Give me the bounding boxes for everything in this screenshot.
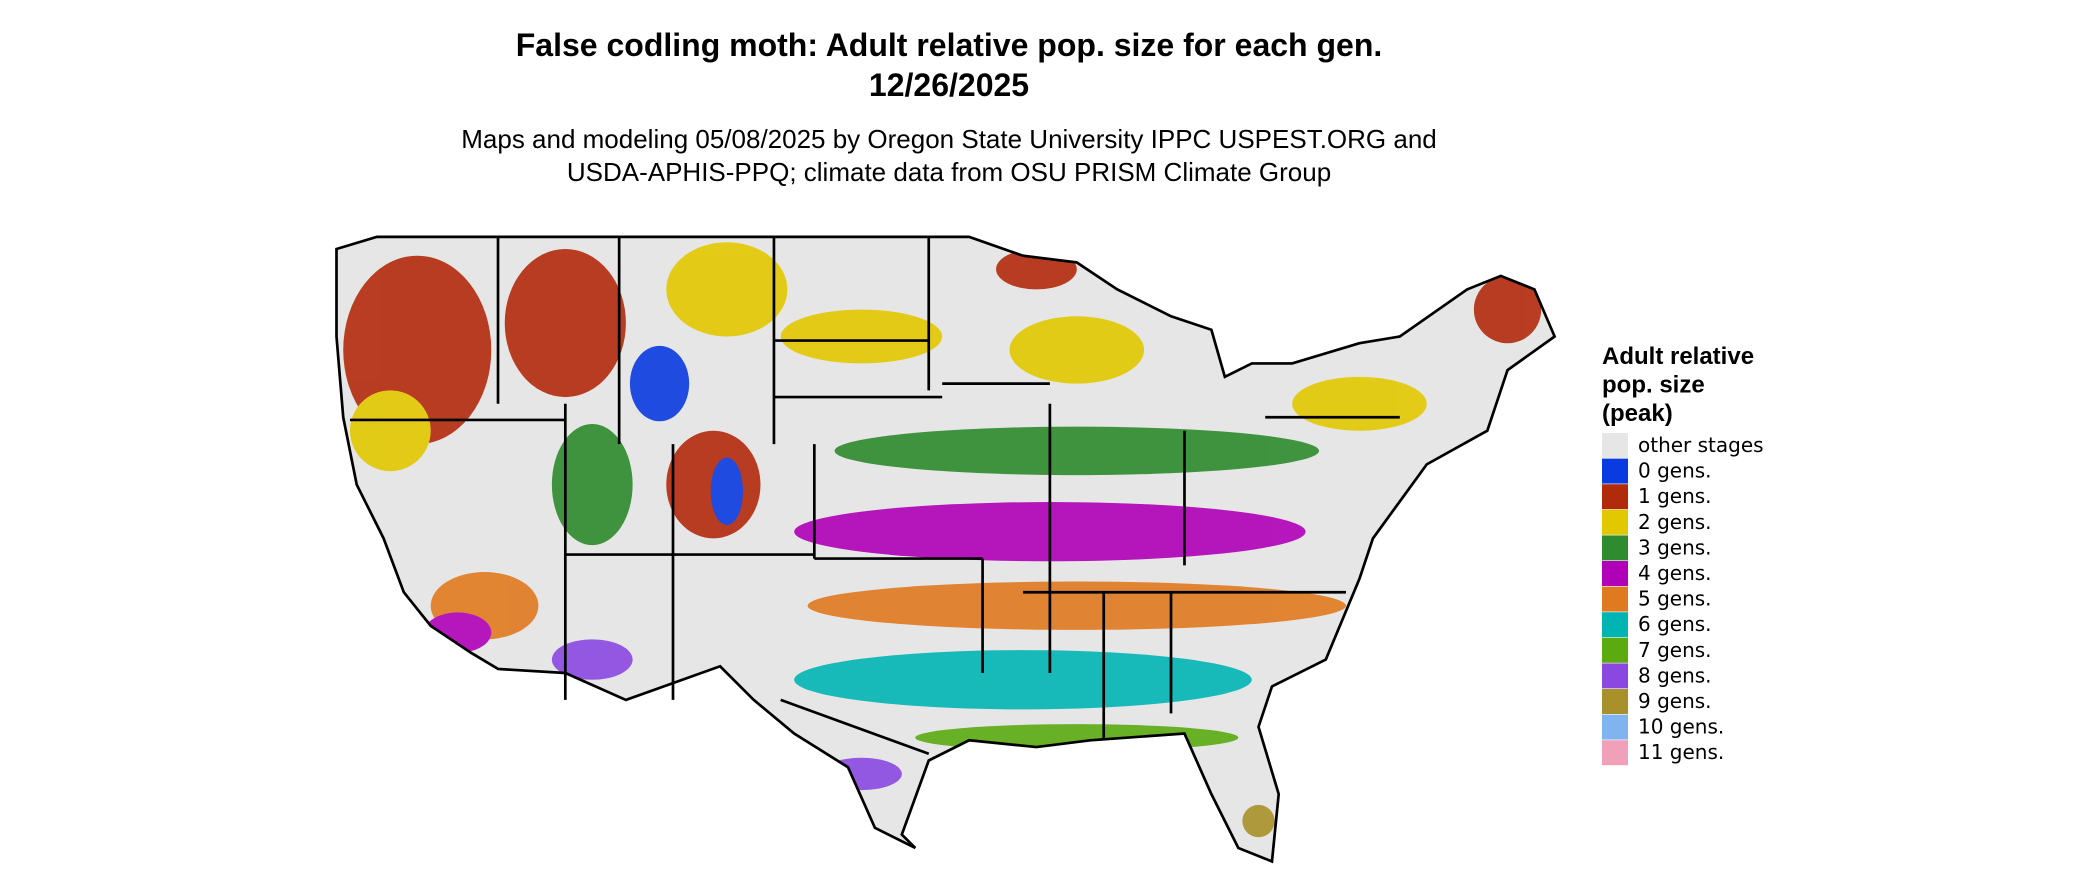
legend-swatch [1602,561,1628,586]
legend-label: 7 gens. [1638,638,1712,662]
legend-label: 11 gens. [1638,740,1724,764]
legend-label: 3 gens. [1638,535,1712,559]
legend-swatch [1602,714,1628,740]
title: False codling moth: Adult relative pop. … [516,27,1383,63]
legend-label: 5 gens. [1638,587,1712,611]
legend-swatch [1602,740,1628,766]
map [335,235,1556,863]
legend-swatch [1602,689,1628,714]
legend-label: 9 gens. [1638,689,1712,713]
legend-label: 8 gens. [1638,663,1712,687]
legend-title: Adult relative [1602,343,1754,370]
legend-swatch [1602,484,1628,510]
legend-title: (peak) [1602,400,1673,427]
legend-swatch [1602,535,1628,561]
legend-swatch [1602,433,1628,458]
subtitle: USDA-APHIS-PPQ; climate data from OSU PR… [567,157,1331,187]
legend-label: 1 gens. [1638,484,1712,508]
legend-swatch [1602,663,1628,689]
legend-label: 4 gens. [1638,561,1712,585]
title-date: 12/26/2025 [869,67,1029,103]
legend-label: 6 gens. [1638,612,1712,636]
legend-title: pop. size [1602,372,1705,399]
legend-swatch [1602,458,1628,484]
legend-label: 10 gens. [1638,715,1724,739]
generation-zones [343,242,1542,838]
legend-label: 2 gens. [1638,510,1712,534]
legend-label: 0 gens. [1638,459,1712,483]
legend-swatch [1602,509,1628,535]
legend-swatch [1602,637,1628,663]
subtitle: Maps and modeling 05/08/2025 by Oregon S… [461,124,1437,154]
legend-swatch [1602,612,1628,638]
state-borders [335,235,1556,863]
legend-swatch [1602,586,1628,612]
legend-label: other stages [1638,433,1764,457]
